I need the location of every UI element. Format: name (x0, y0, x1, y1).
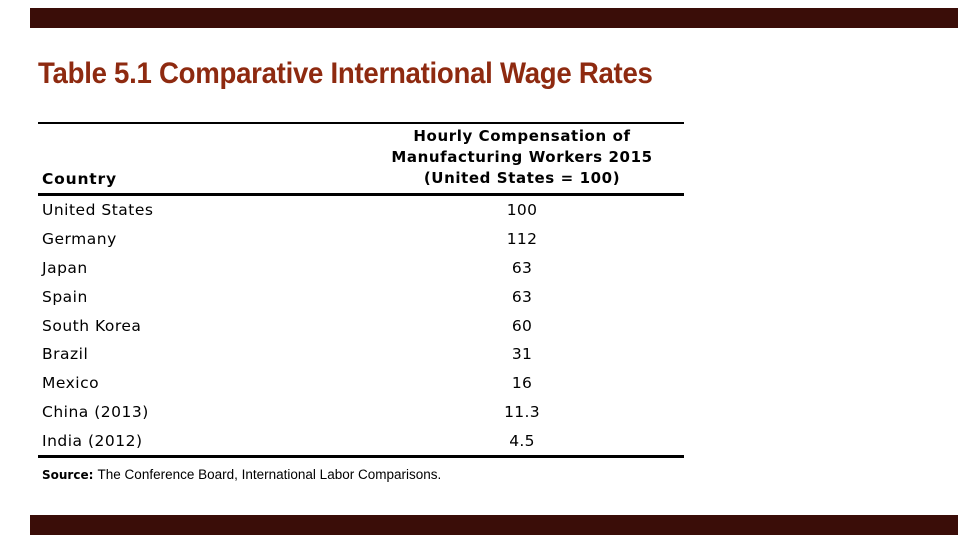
table-row: South Korea 60 (38, 311, 684, 340)
value-column-header: Hourly Compensation of Manufacturing Wor… (360, 126, 684, 193)
table-row: Mexico 16 (38, 369, 684, 398)
table-row: Japan 63 (38, 254, 684, 283)
value-column-header-line3: (United States = 100) (423, 169, 621, 187)
table-header-rule (38, 193, 684, 196)
country-cell: Germany (42, 230, 117, 249)
country-cell: Spain (42, 287, 88, 306)
country-column-header: Country (42, 170, 117, 188)
value-cell: 63 (511, 287, 533, 306)
value-cell: 16 (511, 374, 533, 393)
value-cell: 60 (511, 316, 533, 335)
value-cell: 112 (506, 230, 538, 249)
country-cell: South Korea (42, 316, 142, 335)
table-row: Spain 63 (38, 282, 684, 311)
value-cell: 63 (511, 258, 533, 277)
table-row: United States 100 (38, 196, 684, 225)
value-cell: 31 (511, 345, 533, 364)
value-column-header-line1: Hourly Compensation of (413, 127, 631, 145)
table-row: Brazil 31 (38, 340, 684, 369)
bottom-accent-bar (30, 515, 958, 535)
value-cell: 100 (506, 201, 538, 220)
table-row: Germany 112 (38, 225, 684, 254)
country-cell: Brazil (42, 345, 89, 364)
table-top-rule (38, 122, 684, 124)
source-label: Source: (42, 468, 94, 482)
country-cell: United States (42, 201, 154, 220)
table-bottom-rule (38, 455, 684, 458)
table-row: China (2013) 11.3 (38, 397, 684, 426)
value-cell: 4.5 (509, 431, 535, 450)
value-cell: 11.3 (504, 402, 540, 421)
wage-table: Country Hourly Compensation of Manufactu… (38, 122, 684, 458)
top-accent-bar (30, 8, 958, 28)
source-line: Source: The Conference Board, Internatio… (42, 467, 441, 483)
source-text: The Conference Board, International Labo… (97, 467, 442, 482)
table-row: India (2012) 4.5 (38, 426, 684, 455)
country-cell: Japan (42, 258, 88, 277)
country-cell: India (2012) (42, 431, 143, 450)
table-body: United States 100 Germany 112 Japan 63 Spain 63… (38, 196, 684, 455)
country-cell: China (2013) (42, 402, 149, 421)
page-title: Table 5.1 Comparative International Wage… (38, 57, 653, 90)
value-column-header-line2: Manufacturing Workers 2015 (391, 148, 653, 166)
table-header-row: Country Hourly Compensation of Manufactu… (38, 124, 684, 193)
country-cell: Mexico (42, 374, 100, 393)
